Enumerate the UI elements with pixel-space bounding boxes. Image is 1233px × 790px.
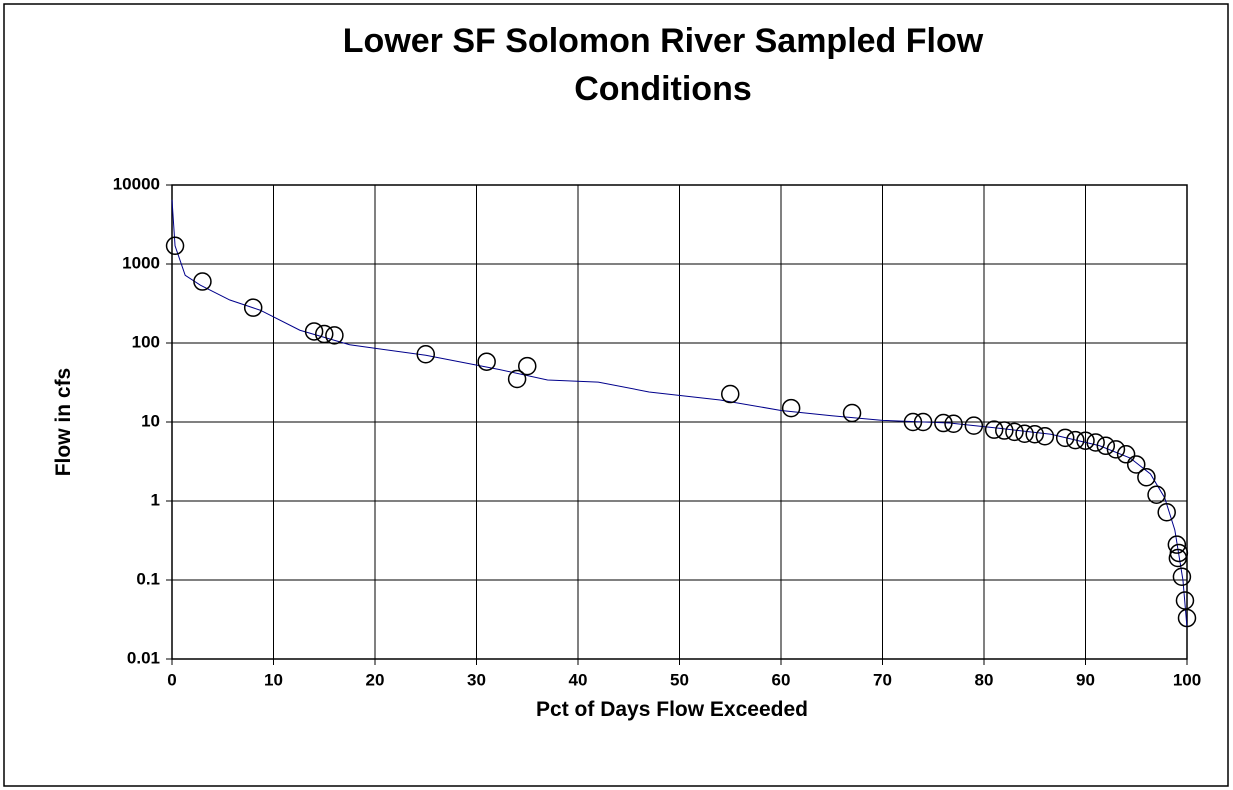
- sample-point: [1076, 431, 1095, 450]
- sample-point: [934, 413, 953, 433]
- y-tick-label: 1000: [122, 253, 160, 272]
- x-tick-label: 80: [975, 670, 994, 689]
- x-tick-label: 50: [670, 670, 689, 689]
- x-tick-label: 70: [873, 670, 892, 689]
- chart-title: Conditions: [574, 70, 752, 108]
- x-tick-label: 20: [366, 670, 385, 689]
- x-tick-label: 60: [772, 670, 791, 689]
- sample-point: [1116, 445, 1136, 464]
- y-tick-label: 100: [132, 332, 160, 351]
- y-tick-label: 1: [151, 490, 160, 509]
- sample-point: [903, 412, 923, 432]
- y-tick-label: 0.1: [136, 569, 160, 588]
- sample-point: [1086, 433, 1105, 452]
- sample-point: [1168, 548, 1188, 568]
- sample-point: [781, 398, 801, 418]
- sample-point: [1137, 467, 1156, 487]
- sample-point: [477, 352, 496, 371]
- sample-point: [193, 272, 212, 291]
- x-tick-label: 90: [1076, 670, 1095, 689]
- sample-point: [1096, 436, 1116, 456]
- sample-point: [1106, 440, 1126, 459]
- sample-point: [1167, 535, 1187, 554]
- sample-point: [507, 369, 527, 389]
- sample-point: [325, 326, 344, 345]
- sample-point: [1055, 428, 1075, 448]
- sample-point: [995, 421, 1014, 440]
- x-tick-label: 0: [167, 670, 176, 689]
- y-tick-label: 10000: [113, 174, 160, 193]
- x-axis-label: Pct of Days Flow Exceeded: [536, 698, 808, 721]
- sample-point: [1025, 424, 1044, 444]
- sample-point: [1066, 430, 1085, 450]
- sample-point: [984, 420, 1004, 439]
- sample-point: [243, 298, 263, 317]
- sample-point: [944, 414, 963, 434]
- chart-title: Lower SF Solomon River Sampled Flow: [343, 22, 984, 60]
- sample-point: [1175, 591, 1195, 610]
- sample-point: [1177, 608, 1197, 628]
- y-tick-label: 0.01: [127, 648, 160, 667]
- sample-point: [964, 416, 984, 435]
- sample-point: [721, 384, 740, 404]
- sample-point: [1147, 485, 1166, 504]
- x-tick-label: 40: [569, 670, 588, 689]
- sample-point: [315, 324, 334, 344]
- sample-point: [842, 403, 862, 423]
- sample-point: [1157, 503, 1176, 522]
- sample-point: [1005, 422, 1024, 442]
- y-tick-label: 10: [141, 411, 160, 430]
- plot-frame: [171, 184, 1188, 660]
- sample-point: [1015, 424, 1034, 444]
- sample-point: [304, 322, 324, 341]
- sample-point: [913, 412, 933, 432]
- y-axis-label: Flow in cfs: [52, 368, 75, 477]
- x-tick-label: 100: [1173, 670, 1201, 689]
- sample-point: [416, 345, 435, 364]
- sample-point: [165, 236, 185, 256]
- x-tick-label: 30: [467, 670, 486, 689]
- x-tick-label: 10: [264, 670, 283, 689]
- sample-point: [518, 356, 537, 376]
- sample-point: [1127, 455, 1146, 474]
- sample-point: [1035, 427, 1055, 446]
- sample-point: [1172, 567, 1192, 586]
